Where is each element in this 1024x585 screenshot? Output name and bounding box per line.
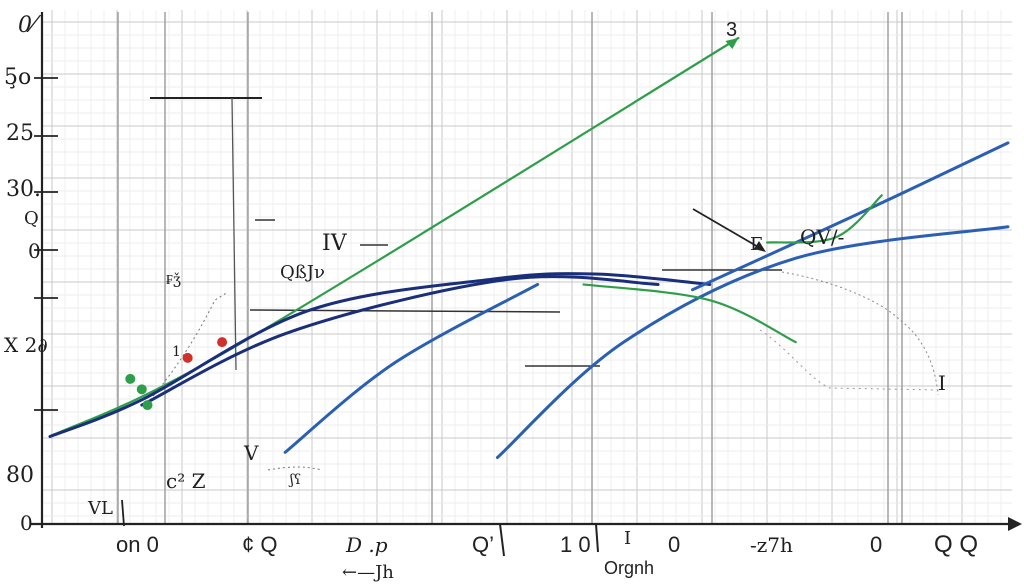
dashed-sketch	[267, 466, 323, 471]
annotation: ʃʕ	[288, 472, 301, 488]
labels: 0⁄ 5̧o 25 30. 0 X 2∂ 80 0 on 0 ¢ Q D .p …	[4, 13, 978, 583]
y-tick-label: 80	[6, 463, 34, 488]
dashed-sketch	[781, 271, 939, 396]
x-axis-label: Orgnh	[604, 558, 654, 578]
y-tick-label: X 2∂	[4, 333, 48, 357]
y-tick-label: 0⁄	[18, 13, 42, 38]
sketch-line	[499, 523, 505, 557]
dashed-sketch	[149, 291, 229, 401]
x-tick-label: Q Q	[934, 531, 978, 558]
sketch-line	[249, 309, 561, 313]
x-axis-arrow-label: ←—Jh	[342, 562, 394, 583]
data-point	[182, 352, 193, 363]
data-point	[125, 373, 136, 384]
series-line-7	[765, 194, 883, 244]
annotation: Q	[24, 208, 39, 229]
y-tick-label: 0	[20, 511, 33, 535]
annotation: VL	[87, 498, 113, 519]
series-line-4	[283, 282, 540, 454]
data-point	[142, 400, 153, 411]
y-tick-label: 25	[6, 121, 34, 146]
x-axis-arrow-icon	[1008, 517, 1022, 531]
sketch-marks	[121, 97, 941, 557]
annotation: I	[624, 528, 631, 549]
annotation: Γ	[750, 234, 763, 255]
series-line-3	[140, 275, 660, 407]
annotation: I	[938, 371, 946, 395]
series-line-2	[48, 272, 712, 439]
annotation: V	[243, 441, 259, 465]
x-tick-label: 0	[668, 532, 680, 557]
x-tick-label: 0	[870, 532, 882, 557]
series-line-8	[582, 283, 797, 344]
x-tick-label: on 0	[116, 532, 159, 557]
x-tick-label: 1 0	[560, 532, 591, 557]
y-tick-label: 5̧o	[4, 65, 31, 90]
annotation: ₣ǯ	[166, 271, 181, 288]
sketch-line	[595, 523, 599, 553]
points	[125, 337, 228, 411]
data-point	[217, 337, 228, 348]
annotation: QV/-	[800, 225, 844, 249]
sketch-line	[692, 208, 761, 249]
series-line-5	[495, 225, 1010, 460]
annotation: IV	[322, 231, 348, 256]
annotation: c² Z	[166, 469, 206, 493]
series	[48, 36, 1010, 460]
sketch-line	[121, 499, 125, 527]
annotation: 1	[172, 344, 181, 360]
x-tick-label: ¢ Q	[242, 532, 277, 557]
series-line-1	[48, 36, 740, 438]
x-tick-label: -z7h	[750, 533, 793, 557]
x-tick-label: Q’	[472, 532, 494, 557]
y-tick-label: 0	[28, 239, 41, 263]
data-point	[136, 384, 147, 395]
y-tick-label: 30.	[6, 177, 41, 202]
arrowhead-icon	[754, 241, 766, 252]
grid	[34, 10, 1012, 524]
series-line-6	[690, 141, 1010, 292]
sketch-line	[231, 97, 237, 371]
dashed-sketch	[759, 329, 941, 391]
axes	[30, 12, 1022, 531]
x-tick-label: D .p	[345, 533, 388, 557]
series-arrowhead-icon	[725, 38, 739, 49]
annotation: QßJν	[280, 262, 325, 283]
annotation: 3	[726, 19, 737, 41]
